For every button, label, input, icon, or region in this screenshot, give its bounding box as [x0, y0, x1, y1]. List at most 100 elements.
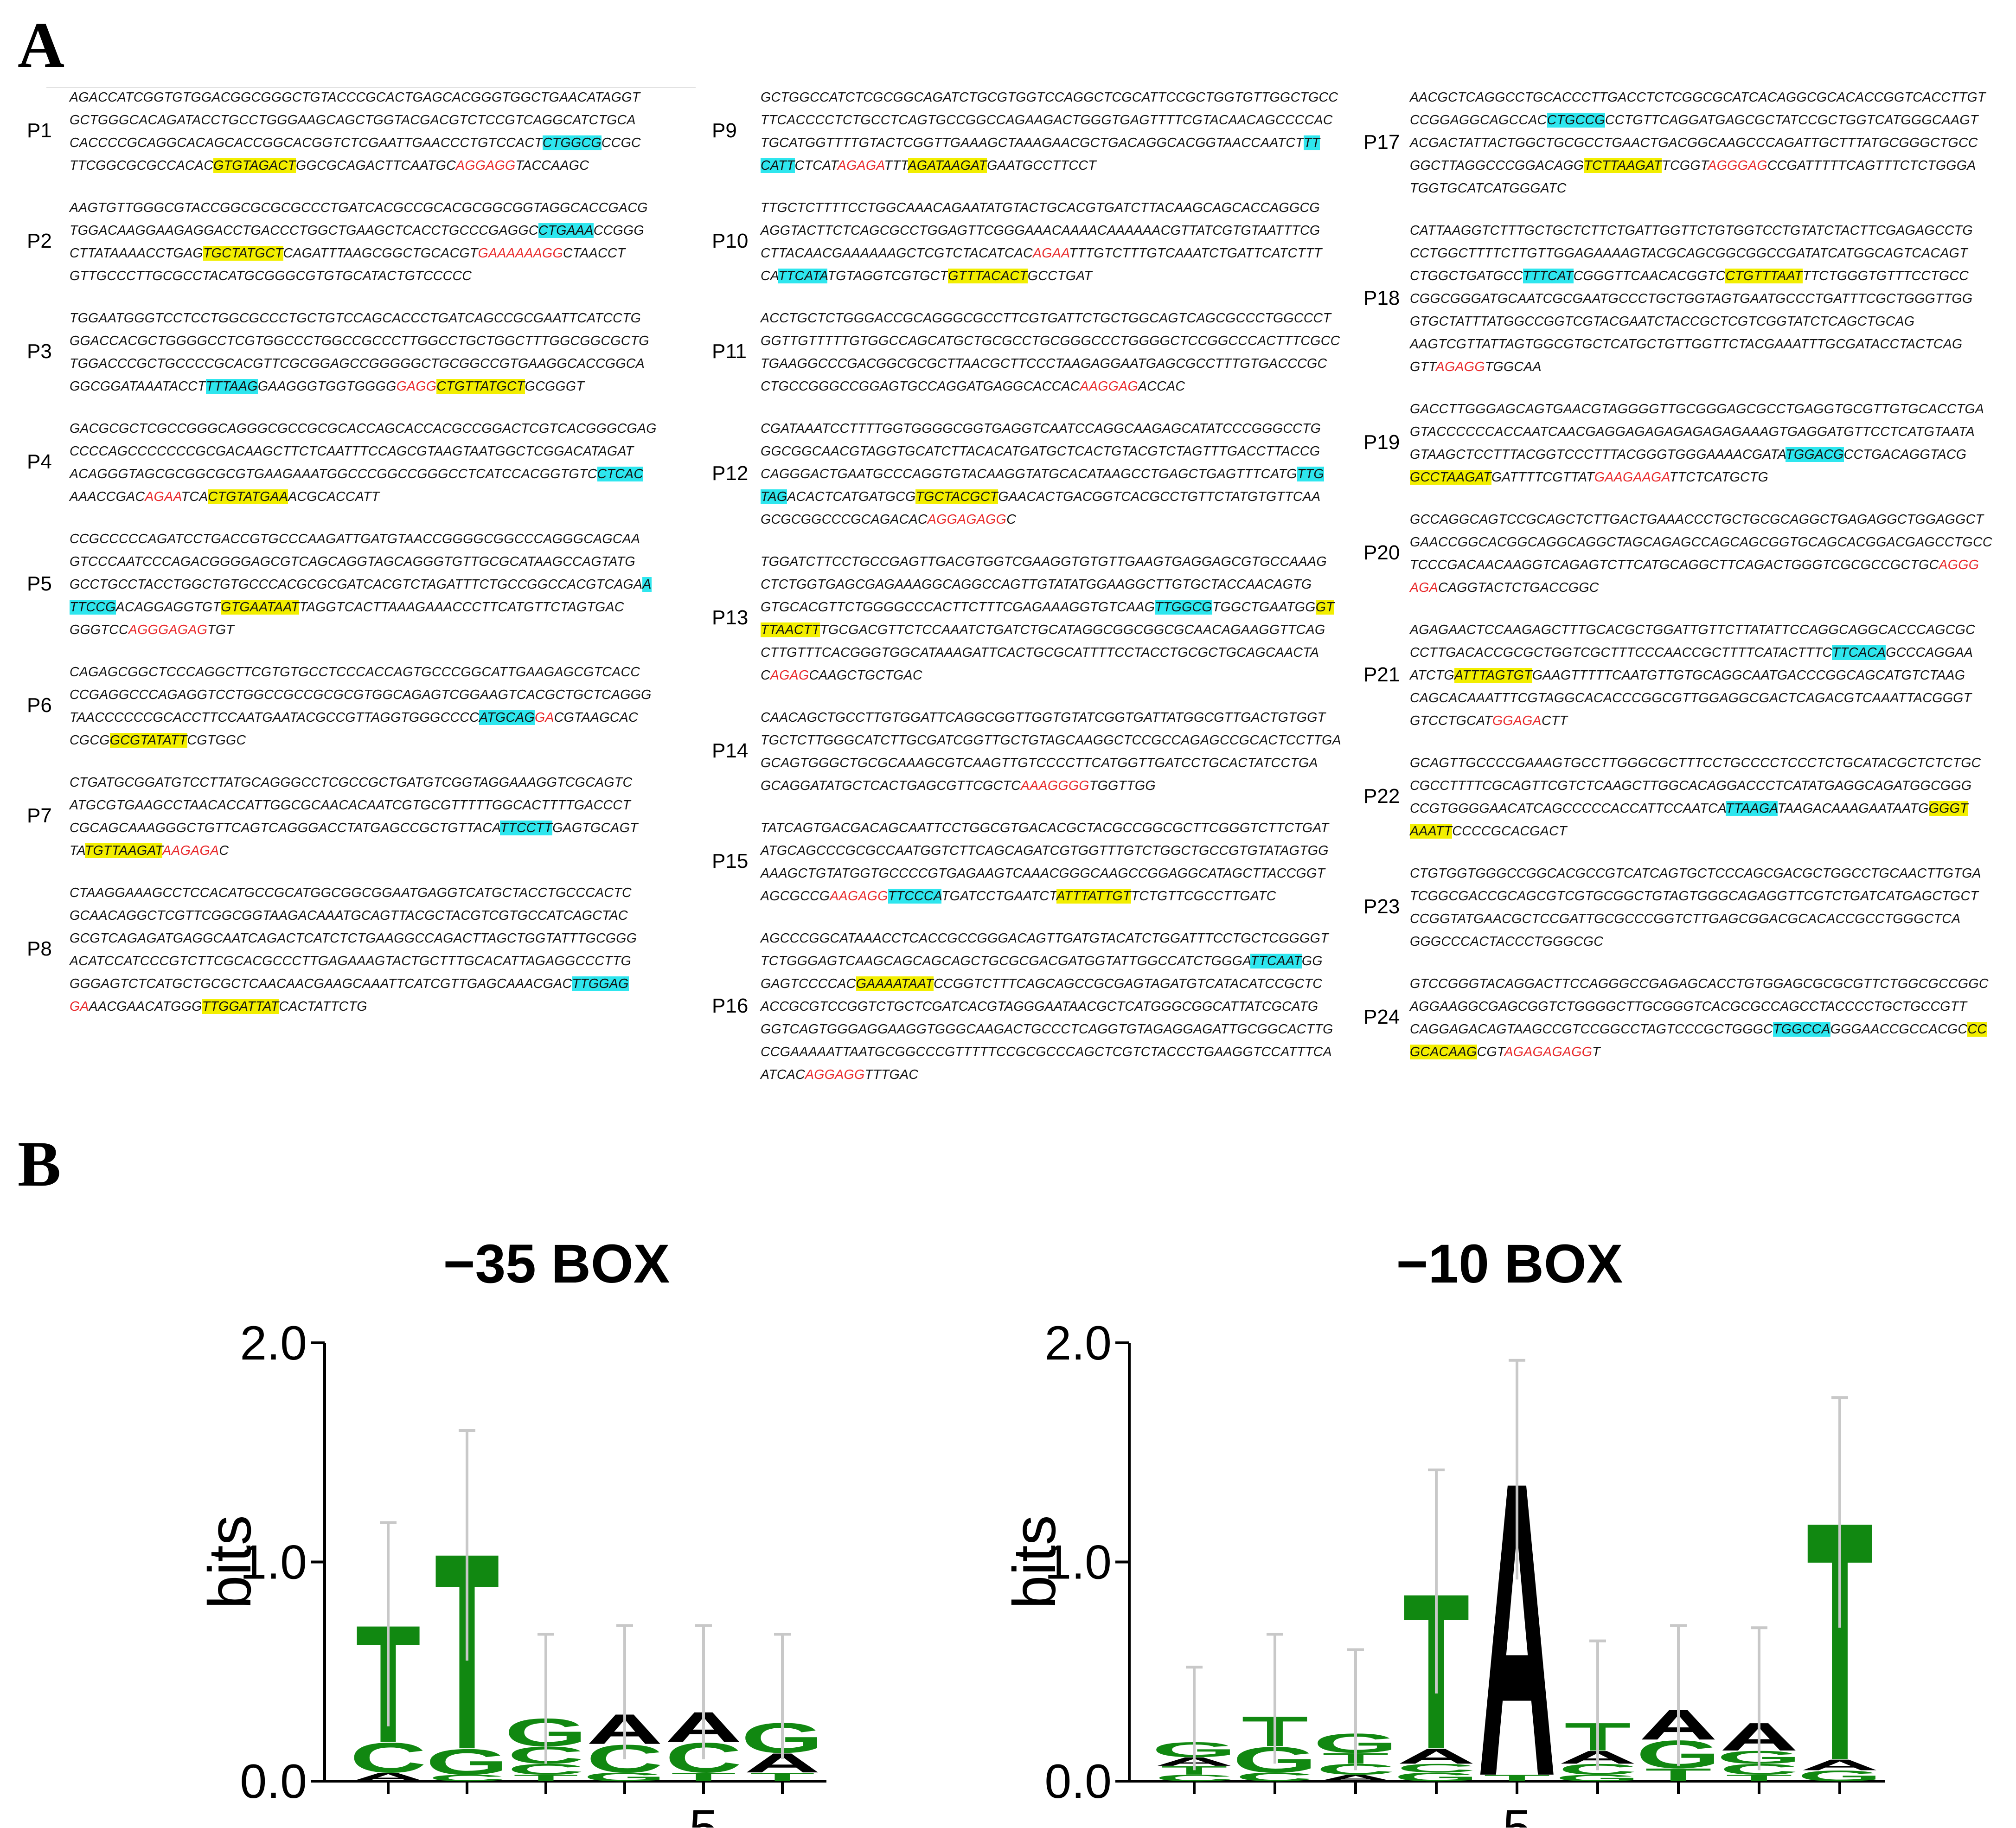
- sequence-line: CGCGGCGTATATTCGTGGC: [70, 729, 652, 752]
- sequence-text: GAACACTGACGGTCACGCCTGTTCTATGTGTTCAA: [998, 489, 1321, 504]
- sequence-text: TGATCCTGAATCT: [941, 889, 1056, 904]
- sequence-text: CGGCGGGATGCAATCGCGAATGCCCTGCTGGTAGTGAATG…: [1410, 291, 1973, 306]
- sequence-line: GCAGGATATGCTCACTGAGCGTTCGCTCAAAGGGGTGGTT…: [761, 775, 1341, 797]
- sequence-text: TGGATCTTCCTGCCGAGTTGACGTGGTCGAAGGTGTGTTG…: [761, 554, 1327, 569]
- minus-35-box: TAG: [761, 489, 787, 504]
- sequence-line: GGGCCCACTACCCTGGGCGC: [1410, 930, 1981, 953]
- sequence-line: TGGAATGGGTCCTCCTGGCGCCCTGCTGTCCAGCACCCTG…: [70, 307, 649, 330]
- minus-10-box: AAATT: [1410, 824, 1453, 839]
- panel-b-label: B: [18, 1128, 61, 1200]
- sequence-line: TGCATGGTTTTGTACTCGGTTGAAAGCTAAAGAACGCTGA…: [761, 132, 1338, 154]
- sequence-text: TGGACAAGGAAGAGGACCTGACCCTGGCTGAAGCTCACCT…: [70, 223, 538, 238]
- sequence-text: TGCTCTTGGGCATCTTGCGATCGGTTGCTGTAGCAAGGCT…: [761, 733, 1341, 748]
- promoter-sequence-p9: GCTGGCCATCTCGCGGCAGATCTGCGTGGTCCAGGCTCGC…: [761, 86, 1338, 177]
- sequence-text: CCTGGCTTTTCTTGTTGGAGAAAAGTACGCAGCGGCGGCC…: [1410, 246, 1968, 261]
- promoter-name-p22: P22: [1363, 785, 1400, 808]
- sequence-text: TTTGAC: [864, 1067, 919, 1082]
- sequence-text: CTTATAAAACCTGAG: [70, 246, 203, 261]
- minus-35-box: TTCATA: [778, 269, 828, 283]
- sequence-line: CCGTGGGGAACATCAGCCCCCACCATTCCAATCATTAAGA…: [1410, 797, 1981, 820]
- sequence-text: TTCTCATGCTG: [1669, 470, 1769, 485]
- sequence-text: ACCAC: [1138, 379, 1185, 394]
- promoter-name-p11: P11: [712, 340, 747, 363]
- sequence-line: CAGAGCAAGCTGCTGAC: [761, 664, 1334, 687]
- sequence-text: TTCGGCGCGCCACAC: [70, 158, 214, 173]
- sequence-text: ACATCCATCCCGTCTTCGCACGCCCTTGAGAAAGTACTGC…: [70, 954, 632, 969]
- sequence-text: CCTGACAGGTACG: [1843, 447, 1967, 462]
- logo-letter-c: C: [507, 1761, 584, 1778]
- sequence-text: CATTAAGGTCTTTGCTGCTCTTCTGATTGGTTCTGTGGTC…: [1410, 223, 1973, 238]
- promoter-name-p14: P14: [712, 739, 749, 762]
- sequence-text: GACCTTGGGAGCAGTGAACGTAGGGGTTGCGGGAGCGCCT…: [1410, 402, 1984, 417]
- sequence-line: AGAGAACTCCAAGAGCTTTGCACGCTGGATTGTTCTTATA…: [1410, 619, 1975, 641]
- promoter-name-p4: P4: [27, 450, 52, 473]
- sequence-line: TTCGGCGCGCCACACGTGTAGACTGGCGCAGACTTCAATG…: [70, 154, 641, 177]
- sequence-text: GCAGTTGCCCCGAAAGTGCCTTGGGCGCTTTCCTGCCCCT…: [1410, 756, 1981, 770]
- promoter-sequence-p20: GCCAGGCAGTCCGCAGCTCTTGACTGAAACCCTGCTGCGC…: [1410, 508, 1992, 599]
- sequence-text: CACTATTCTG: [279, 999, 367, 1014]
- minus-10-box: GCCTAAGAT: [1410, 470, 1491, 485]
- sequence-line: CTGGCTGATGCCTTTCATCGGGTTCAACACGGTCCTGTTT…: [1410, 265, 1973, 288]
- minus-35-box: TTCAAT: [1250, 954, 1302, 969]
- promoter-name-p8: P8: [27, 937, 52, 960]
- sequence-text: CTGATGCGGATGTCCTTATGCAGGGCCTCGCCGCTGATGT…: [70, 775, 633, 790]
- sequence-line: GTCCCAATCCCAGACGGGGAGCGTCAGCAGGTAGCAGGGT…: [70, 551, 652, 573]
- sequence-text: CCTGTTCAGGATGAGCGCTATCCGCTGGTCATGGGCAAGT: [1605, 113, 1978, 128]
- sequence-logo-panel: −35 BOXbits2.01.00.0ACTCGTTCCGGCATCATAG5…: [196, 1233, 1885, 1828]
- sequence-line: CAGGGACTGAATGCCCAGGTGTACAAGGTATGCACATAAG…: [761, 463, 1324, 486]
- sequence-line: GTCCTGCATGGAGACTT: [1410, 710, 1975, 732]
- sequence-text: CAAGCTGCTGAC: [809, 668, 922, 683]
- sequence-line: AAAGCTGTATGGTGCCCCGTGAGAAGTCAAACGGGCAAGC…: [761, 862, 1329, 885]
- promoter-name-p18: P18: [1363, 286, 1400, 309]
- promoter-name-p7: P7: [27, 804, 52, 827]
- sequence-text: GGCTTAGGCCCGGACAGG: [1410, 158, 1584, 173]
- sequence-text: GAAGGGTGGTGGGG: [257, 379, 397, 394]
- sequence-text: AAGTGTTGGGCGTACCGGCGCGCGCCCTGATCACGCCGCA…: [70, 200, 648, 215]
- sequence-text: GCTGGGCACAGATACCTGCCTGGGAAGCAGCTGGTACGAC…: [70, 113, 636, 128]
- promoter-sequence-p14: CAACAGCTGCCTTGTGGATTCAGGCGGTTGGTGTATCGGT…: [761, 706, 1341, 797]
- sequence-text: CTAACCT: [563, 246, 626, 261]
- sequence-text: TTCTGGGTGTTTCCTGCC: [1802, 269, 1969, 283]
- promoter-sequence-p1: AGACCATCGGTGTGGACGGCGGGCTGTACCCGCACTGAGC…: [70, 86, 641, 177]
- sequence-line: AAGTCGTTATTAGTGGCGTGCTCATGCTGTTGGTTCTACG…: [1410, 333, 1973, 356]
- minus-35-box: TT: [1303, 135, 1320, 150]
- logo-minus10: −10 BOXbits2.01.00.0CTAGCGTACTGGCATTAGCA…: [1000, 1233, 1885, 1828]
- promoter-name-p6: P6: [27, 694, 52, 717]
- sequence-text: AAACCGAC: [70, 489, 145, 504]
- sequence-text: TCGGCGACCGCAGCGTCGTGCGGCTGTAGTGGGCAGAGGT…: [1410, 889, 1979, 904]
- sequence-line: TGGACAAGGAAGAGGACCTGACCCTGGCTGAAGCTCACCT…: [70, 219, 648, 242]
- sequence-text: TGGTGCATCATGGGATC: [1410, 181, 1567, 196]
- sequence-line: CTAAGGAAAGCCTCCACATGCCGCATGGCGGCGGAATGAG…: [70, 882, 637, 904]
- promoter-sequence-p3: TGGAATGGGTCCTCCTGGCGCCCTGCTGTCCAGCACCCTG…: [70, 307, 649, 398]
- minus-35-box: TTCCG: [70, 600, 116, 615]
- sequence-line: ACGACTATTACTGGCTGCGCCTGAACTGACGGCAAGCCCA…: [1410, 132, 1986, 154]
- logo-letter-c: C: [1397, 1761, 1476, 1775]
- sequence-text: ACACTCATGATGCG: [787, 489, 916, 504]
- sequence-line: AAACCGACAGAATCACTGTATGAAACGCACCATT: [70, 486, 657, 508]
- sequence-text: GGGAACCGCCACGC: [1830, 1022, 1968, 1037]
- ribosome-binding-site: GGAGA: [1492, 713, 1542, 728]
- ribosome-binding-site: AAGAGG: [830, 889, 888, 904]
- sequence-text: GTACCCCCCACCAATCAACGAGGAGAGAGAGAGAGAAAGT…: [1410, 424, 1975, 439]
- minus-35-box: TGGCCA: [1773, 1022, 1830, 1037]
- ribosome-binding-site: AGGGAG: [1708, 158, 1767, 173]
- sequence-text: CTAAGGAAAGCCTCCACATGCCGCATGGCGGCGGAATGAG…: [70, 885, 632, 900]
- promoter-sequence-p7: CTGATGCGGATGTCCTTATGCAGGGCCTCGCCGCTGATGT…: [70, 771, 638, 862]
- sequence-line: GCGCGGCCCGCAGACACAGGAGAGGC: [761, 508, 1324, 531]
- sequence-text: ACCTGCTCTGGGACCGCAGGGCGCCTTCGTGATTCTGCTG…: [761, 311, 1331, 326]
- y-tick-label: 0.0: [240, 1755, 307, 1809]
- sequence-line: TCTGGGAGTCAAGCAGCAGCAGCTGCGCGACGATGGTATT…: [761, 950, 1333, 973]
- sequence-line: ACCGCGTCCGGTCTGCTCGATCACGTAGGGAATAACGCTC…: [761, 995, 1333, 1018]
- logo-title: −35 BOX: [443, 1233, 670, 1295]
- logo-letter-t: T: [671, 1770, 736, 1783]
- sequence-line: TTCCGACAGGAGGTGTGTGAATAATTAGGTCACTTAAAGA…: [70, 596, 652, 619]
- y-tick-label: 2.0: [1044, 1316, 1112, 1370]
- sequence-line: AGGTACTTCTCAGCGCCTGGAGTTCGGGAAACAAAACAAA…: [761, 219, 1322, 242]
- sequence-line: GCAGTTGCCCCGAAAGTGCCTTGGGCGCTTTCCTGCCCCT…: [1410, 752, 1981, 775]
- sequence-text: CAGATTTAAGCGGCTGCACGT: [283, 246, 478, 261]
- sequence-line: CGCAGCAAAGGGCTGTTCAGTCAGGGACCTATGAGCCGCT…: [70, 817, 638, 840]
- sequence-line: GTGCTATTTATGGCCGGTCGTACGAATCTACCGCTCGTCG…: [1410, 310, 1973, 333]
- ribosome-binding-site: AAGGAG: [1080, 379, 1138, 394]
- sequence-text: ATGCGTGAAGCCTAACACCATTGGCGCAACACAATCGTGC…: [70, 798, 631, 813]
